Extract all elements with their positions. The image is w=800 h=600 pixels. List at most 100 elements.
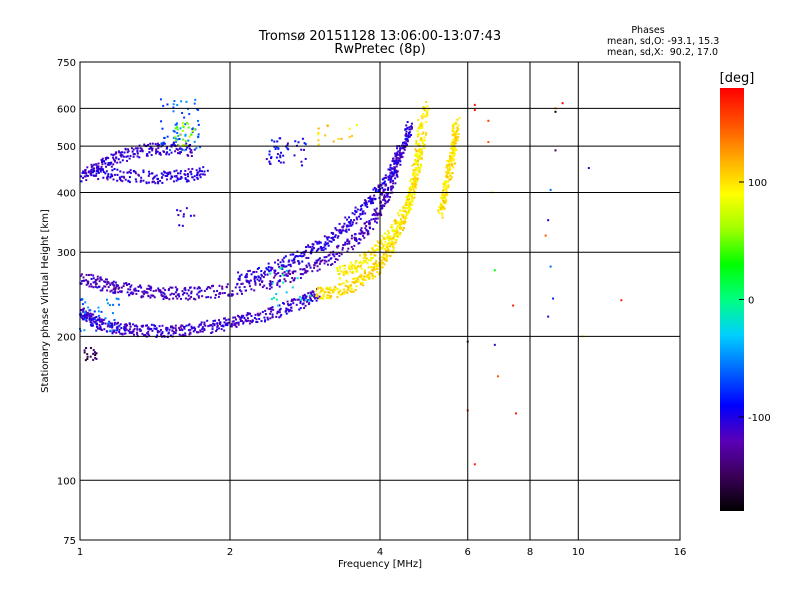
echo-point — [316, 242, 319, 245]
echo-point — [159, 289, 162, 292]
echo-point — [110, 161, 113, 164]
echo-point — [320, 297, 323, 300]
echo-point — [414, 148, 417, 151]
echo-point — [561, 102, 564, 105]
echo-point — [443, 186, 446, 189]
echo-point — [406, 211, 409, 214]
echo-point — [253, 276, 256, 279]
echo-point — [86, 357, 89, 360]
echo-point — [129, 285, 132, 288]
echo-point — [263, 270, 266, 273]
echo-point — [387, 236, 390, 239]
echo-point — [117, 291, 120, 294]
echo-point — [554, 110, 557, 113]
echo-point — [93, 163, 96, 166]
echo-point — [547, 315, 550, 318]
echo-point — [142, 179, 145, 182]
echo-point — [265, 158, 268, 161]
echo-point — [360, 278, 363, 281]
echo-point — [390, 240, 393, 243]
echo-point — [345, 230, 348, 233]
echo-point — [380, 201, 383, 204]
echo-point — [417, 170, 420, 173]
echo-point — [365, 257, 368, 260]
echo-point — [406, 140, 409, 143]
echo-point — [112, 288, 115, 291]
echo-point — [417, 127, 420, 130]
echo-point — [391, 226, 394, 229]
echo-point — [151, 329, 154, 332]
echo-point — [126, 159, 129, 162]
echo-point — [313, 297, 316, 300]
echo-point — [292, 302, 295, 305]
echo-point — [392, 249, 395, 252]
echo-point — [269, 312, 272, 315]
echo-point — [457, 128, 460, 131]
echo-point — [113, 160, 116, 163]
echo-point — [290, 300, 293, 303]
echo-point — [136, 152, 139, 155]
echo-point — [326, 242, 329, 245]
echo-point — [418, 166, 421, 169]
echo-point — [449, 168, 452, 171]
echo-point — [146, 324, 149, 327]
echo-point — [387, 192, 390, 195]
echo-point — [271, 281, 274, 284]
echo-point — [396, 170, 399, 173]
echo-point — [442, 189, 445, 192]
echo-point — [397, 211, 400, 214]
echo-point — [173, 144, 176, 147]
echo-point — [123, 282, 126, 285]
echo-point — [171, 143, 174, 146]
echo-point — [266, 316, 269, 319]
echo-point — [343, 222, 346, 225]
echo-point — [397, 150, 400, 153]
echo-point — [112, 303, 115, 306]
echo-point — [124, 329, 127, 332]
echo-point — [299, 300, 302, 303]
echo-point — [203, 173, 206, 176]
echo-point — [167, 289, 170, 292]
echo-point — [399, 226, 402, 229]
echo-point — [95, 163, 98, 166]
echo-point — [405, 195, 408, 198]
echo-point — [93, 317, 96, 320]
echo-point — [361, 262, 364, 265]
echo-point — [330, 288, 333, 291]
echo-point — [354, 209, 357, 212]
echo-point — [145, 291, 148, 294]
echo-point — [289, 303, 292, 306]
echo-point — [151, 147, 154, 150]
echo-point — [327, 244, 330, 247]
echo-point — [136, 147, 139, 150]
echo-point — [172, 136, 175, 139]
echo-point — [234, 316, 237, 319]
echo-point — [186, 146, 189, 149]
echo-point — [445, 200, 448, 203]
echo-point — [381, 256, 384, 259]
echo-point — [273, 276, 276, 279]
echo-point — [179, 170, 182, 173]
echo-point — [451, 163, 454, 166]
echo-point — [389, 166, 392, 169]
echo-point — [359, 283, 362, 286]
echo-point — [362, 257, 365, 260]
echo-point — [443, 195, 446, 198]
echo-point — [426, 110, 429, 113]
echo-point — [105, 330, 108, 333]
echo-point — [351, 221, 354, 224]
y-tick-label: 75 — [63, 536, 76, 547]
echo-point — [418, 157, 421, 160]
echo-point — [355, 124, 358, 127]
echo-point — [114, 290, 117, 293]
echo-point — [180, 328, 183, 331]
echo-point — [134, 324, 137, 327]
echo-point — [89, 323, 92, 326]
echo-point — [325, 260, 328, 263]
echo-point — [408, 204, 411, 207]
echo-point — [296, 250, 299, 253]
echo-point — [371, 248, 374, 251]
echo-point — [132, 148, 135, 151]
echo-point — [441, 216, 444, 219]
echo-point — [384, 183, 387, 186]
